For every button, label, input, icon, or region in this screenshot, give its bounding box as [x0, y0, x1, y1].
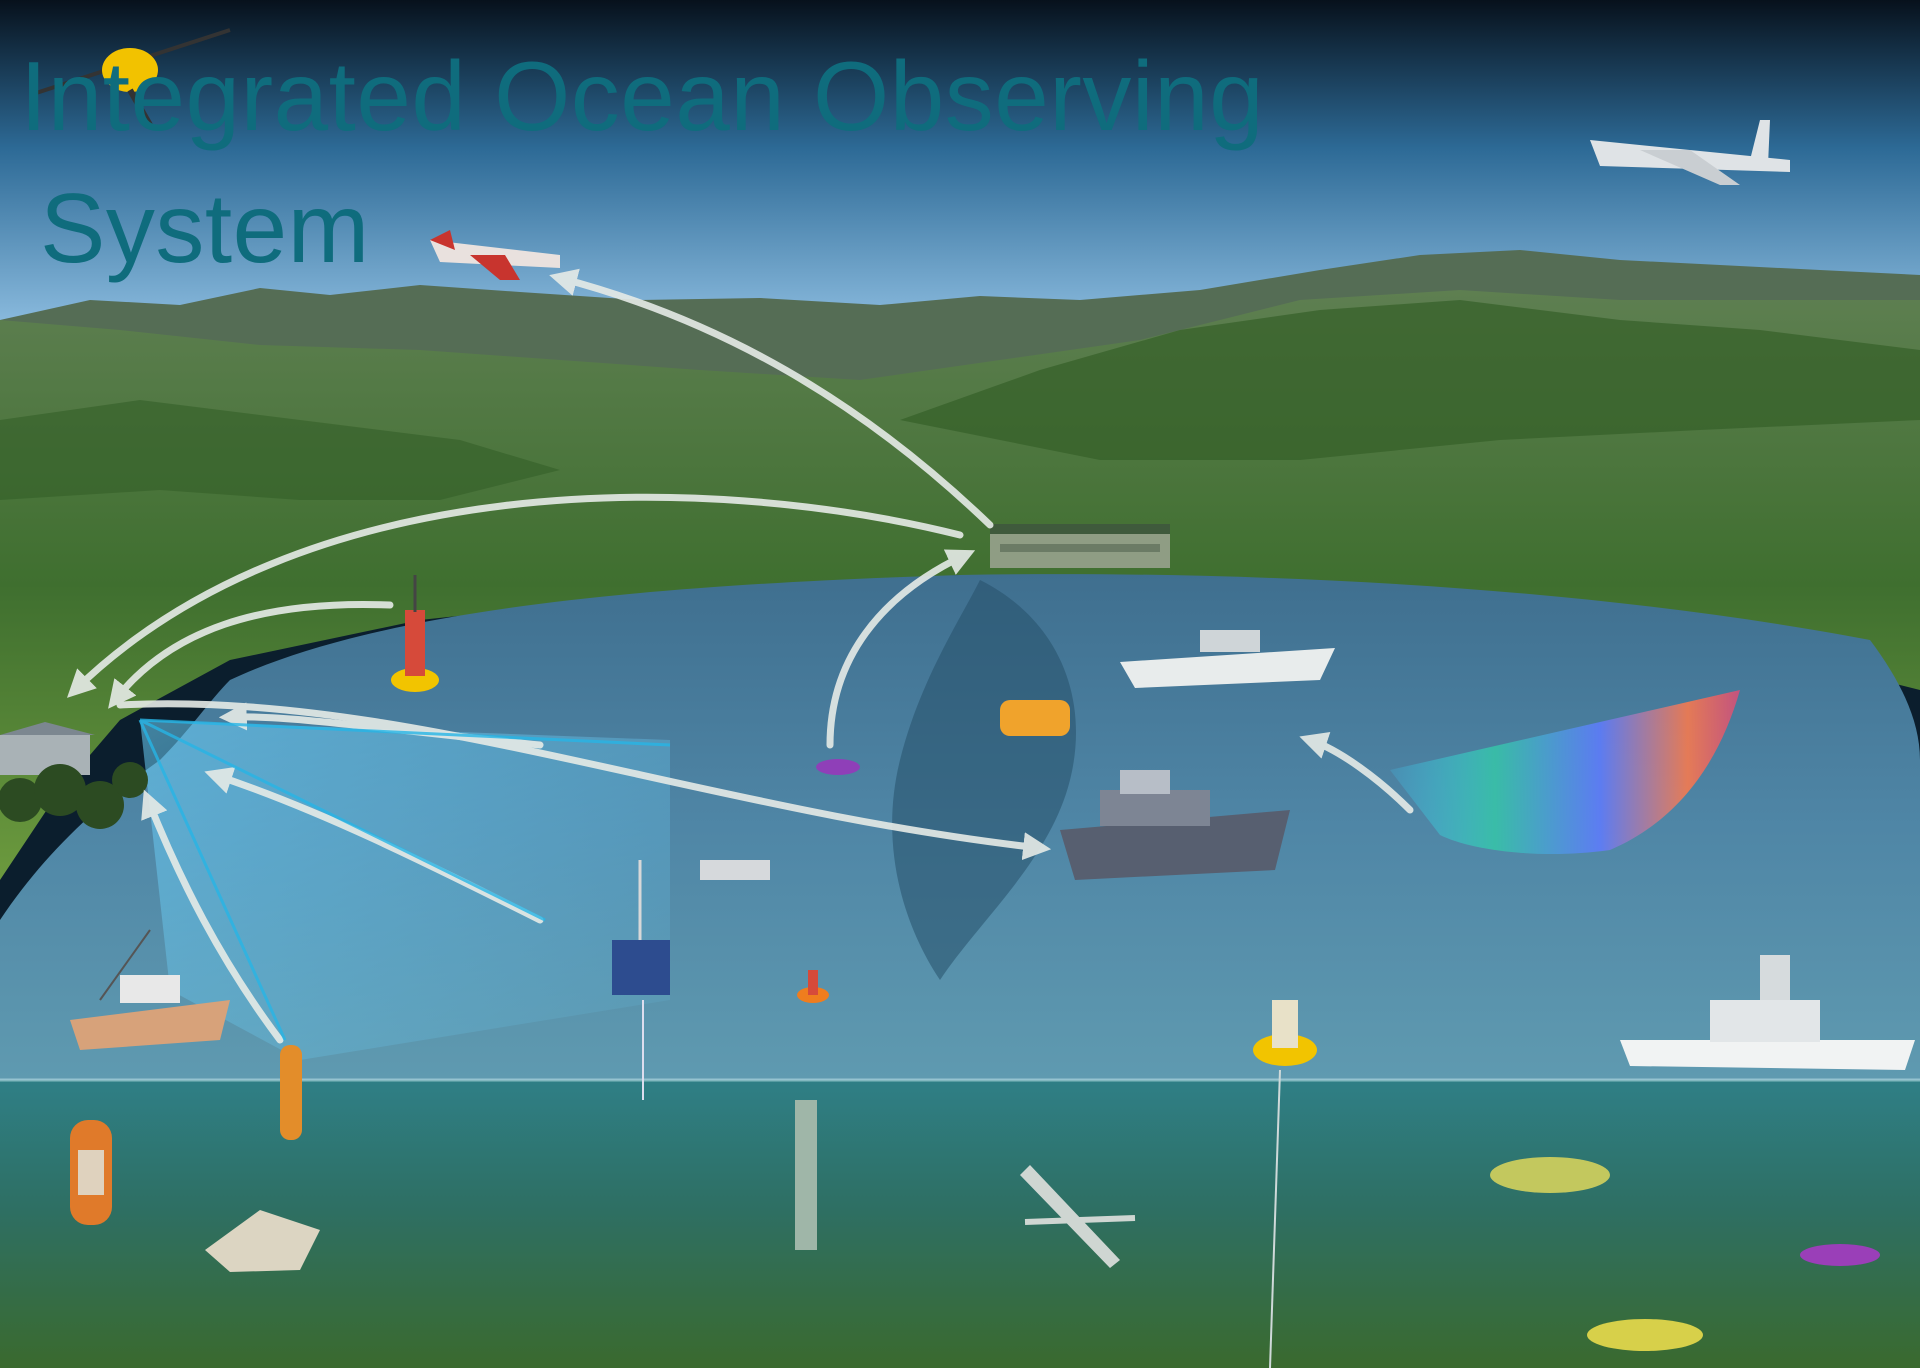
orange-cage-instrument-icon: [70, 1120, 112, 1225]
submersible-on-surface-icon: [1000, 700, 1070, 736]
white-ship-icon: [1620, 955, 1915, 1070]
shore-lab-building: [990, 524, 1170, 568]
title-line-1: Integrated Ocean Observing: [20, 41, 1265, 151]
shoreline-trees: [0, 762, 148, 829]
hf-radar-coverage: [140, 720, 670, 1060]
underwater-section: [0, 1080, 1920, 1368]
purple-auv-icon: [816, 759, 1880, 1266]
underwater-glider-icon: [1020, 1165, 1136, 1268]
arrow-lab-to-aircraft: [549, 268, 994, 529]
deep-channel-shadow: [892, 580, 1076, 980]
navy-mooring-buoy-icon: [612, 860, 670, 1100]
hill-ridge-left: [0, 400, 560, 500]
radar-signal-lines: [138, 718, 671, 1041]
yellow-buoy-icon: [1253, 1000, 1317, 1368]
arrow-mooring-to-shore: [141, 789, 284, 1044]
survey-boat-icon: [1120, 630, 1335, 688]
vertical-sensor-string-icon: [795, 1100, 817, 1250]
arrow-radar-return-2: [204, 767, 544, 924]
multibeam-sonar-swath: [1390, 690, 1740, 855]
yellow-auv-icon: [1490, 1157, 1703, 1351]
shore-data-center: [0, 722, 95, 775]
fishing-boat-icon: [70, 929, 230, 1050]
page-title: Integrated Ocean Observing System: [20, 30, 1264, 294]
helicopter-icon: [29, 28, 231, 127]
arrow-buoy-to-shore: [108, 600, 394, 709]
profiling-float-icon: [280, 1045, 302, 1140]
light-aircraft-icon: [430, 230, 560, 280]
arrow-radar-return-1: [218, 702, 544, 749]
research-vessel-large-icon: [1060, 770, 1290, 880]
data-flow-arrows: [66, 268, 1414, 1044]
red-yellow-buoy-icon: [391, 575, 439, 692]
cargo-aircraft-icon: [1590, 120, 1790, 185]
hill-ridge-right: [900, 300, 1920, 460]
small-orange-buoy-icon: [797, 970, 829, 1003]
bottom-lander-icon: [205, 1210, 320, 1272]
data-barge-icon: [700, 860, 770, 880]
title-line-2: System: [40, 173, 370, 283]
arrow-swath-to-ship: [1299, 732, 1414, 814]
arrow-glider-to-lab: [826, 549, 976, 749]
arrow-lab-to-shore: [66, 493, 964, 698]
